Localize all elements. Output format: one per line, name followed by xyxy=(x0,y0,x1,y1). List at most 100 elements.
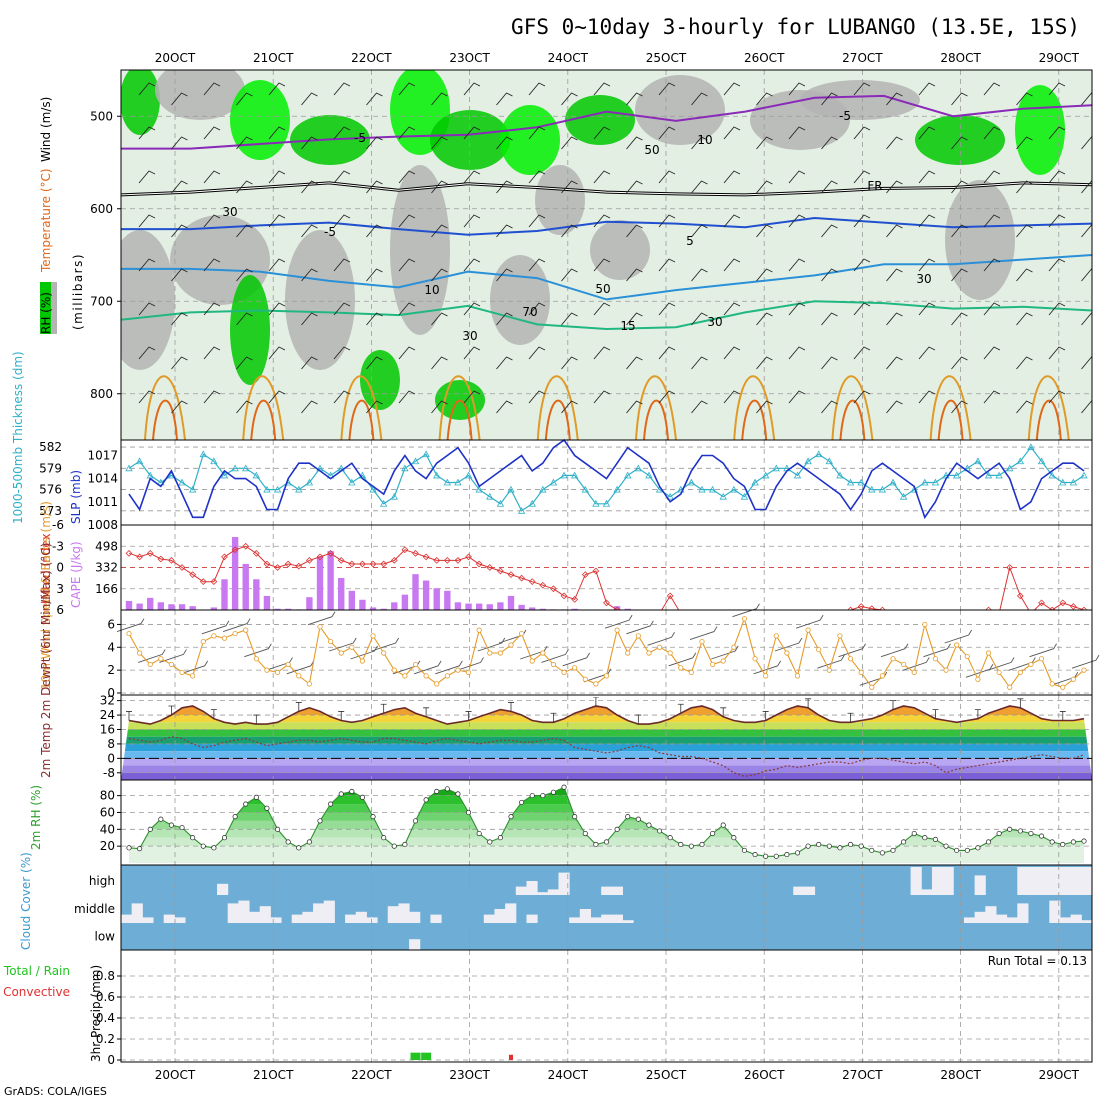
li-tick: 0 xyxy=(56,561,64,575)
wind-barb xyxy=(918,82,936,96)
wind-barb xyxy=(528,390,546,404)
cape-bar xyxy=(422,580,430,610)
wind-barb xyxy=(983,302,1001,316)
bottom-date-ticks: 20OCT 21OCT 22OCT 23OCT 24OCT 25OCT 26OCT 27OCT… xyxy=(155,1068,1080,1082)
thickness-point xyxy=(1037,457,1046,465)
wind-point xyxy=(1028,661,1034,668)
wind-barb-10m xyxy=(817,654,845,669)
wind-barb xyxy=(333,214,351,228)
wind-barb xyxy=(626,356,643,370)
rh-blob xyxy=(230,275,270,385)
wind-barb xyxy=(301,312,318,326)
cape-bar xyxy=(518,604,525,610)
warm-contour xyxy=(340,375,383,440)
wind-point xyxy=(126,630,132,637)
wind-barb xyxy=(528,346,546,360)
wind-barb xyxy=(626,312,643,326)
wind-point xyxy=(603,673,610,679)
wind-barb xyxy=(626,92,643,106)
rh-point xyxy=(158,816,164,822)
thickness-point xyxy=(528,499,536,507)
bottom-date-tick: 26OCT xyxy=(744,1068,785,1082)
wind-barb-10m xyxy=(201,620,230,635)
wind-barb xyxy=(918,390,936,404)
rh-blob xyxy=(535,165,585,235)
y-tick-label: 6 xyxy=(107,617,115,631)
wind-barb xyxy=(463,214,481,228)
rh-point xyxy=(1070,839,1076,845)
wind-barb xyxy=(463,346,481,360)
contour-label: 10 xyxy=(424,283,439,297)
cape-bar xyxy=(348,590,356,610)
temp-maxmin-bar xyxy=(974,709,981,719)
wind-barb xyxy=(951,312,968,326)
wind-point xyxy=(635,633,641,639)
cloud-cell-middle xyxy=(1081,920,1093,923)
top-date-tick: 25OCT xyxy=(646,51,687,65)
y-tick-label: 24 xyxy=(100,708,115,722)
thickness-point xyxy=(984,471,993,479)
thickness-point xyxy=(379,499,388,507)
wind-point xyxy=(381,650,387,656)
rh-band xyxy=(129,846,1084,863)
cloud-cell-middle xyxy=(174,917,186,923)
rh-point xyxy=(625,814,631,820)
wind-point xyxy=(773,633,779,639)
wind-barb xyxy=(918,258,936,272)
thickness-point xyxy=(125,464,133,472)
cape-tick: 332 xyxy=(95,561,118,575)
thickness-point xyxy=(921,478,929,486)
rh-point xyxy=(275,826,281,832)
rh-point xyxy=(731,835,737,841)
wind-point xyxy=(550,661,557,668)
wind-barb xyxy=(1048,214,1066,228)
thickness-point xyxy=(899,492,908,500)
li-point xyxy=(284,560,292,568)
cloud-cell-high xyxy=(515,886,527,895)
wind-point xyxy=(519,630,525,637)
thickness-point xyxy=(220,471,229,479)
wind-barb xyxy=(398,126,416,140)
panel-2m-rh: 80 60 40 20 2m RH (%) xyxy=(29,779,1093,866)
hot-contour xyxy=(643,399,669,440)
temp-maxmin-bar xyxy=(1017,698,1024,708)
cloud-cell-high xyxy=(558,872,570,895)
wind-barb xyxy=(593,214,611,228)
y-tick-label: 60 xyxy=(100,805,115,819)
wind-point xyxy=(932,656,939,662)
thickness-point xyxy=(645,471,653,479)
cape-bar xyxy=(147,597,154,610)
wind-barb xyxy=(138,346,156,360)
cloud-cell-middle xyxy=(1006,917,1018,923)
rh-point xyxy=(306,839,312,845)
wind-barb xyxy=(203,170,221,184)
li-point xyxy=(348,560,356,568)
cloud-cell-middle xyxy=(249,911,261,923)
cloud-cell-middle xyxy=(505,903,517,923)
rh-point xyxy=(137,846,143,852)
ylabel-temperature: Temperature (°C) xyxy=(39,168,53,273)
bottom-date-tick: 25OCT xyxy=(646,1068,687,1082)
wind-barb-10m xyxy=(795,614,824,629)
wind-point xyxy=(1017,669,1023,676)
thickness-point xyxy=(804,457,812,465)
cape-tick: 498 xyxy=(95,539,118,553)
cloud-cell-middle xyxy=(1049,900,1061,923)
wind-barb xyxy=(398,302,416,316)
temp-series xyxy=(126,697,1085,778)
wind-barb xyxy=(691,180,708,194)
wind-barb xyxy=(918,126,936,140)
wind-barb xyxy=(301,224,318,238)
cloud-cell-middle xyxy=(355,911,367,923)
wind-barb xyxy=(203,82,221,96)
legend-convective: Convective xyxy=(3,985,70,999)
rh-legend-swatch-dark xyxy=(40,282,51,334)
wind-point xyxy=(497,650,503,656)
wind-barb xyxy=(918,214,936,228)
wind-barb xyxy=(463,258,481,272)
temp-maxmin-bar xyxy=(932,709,939,719)
wind-barb xyxy=(918,302,936,316)
hot-contour xyxy=(348,399,375,440)
temp-band xyxy=(121,765,1092,773)
